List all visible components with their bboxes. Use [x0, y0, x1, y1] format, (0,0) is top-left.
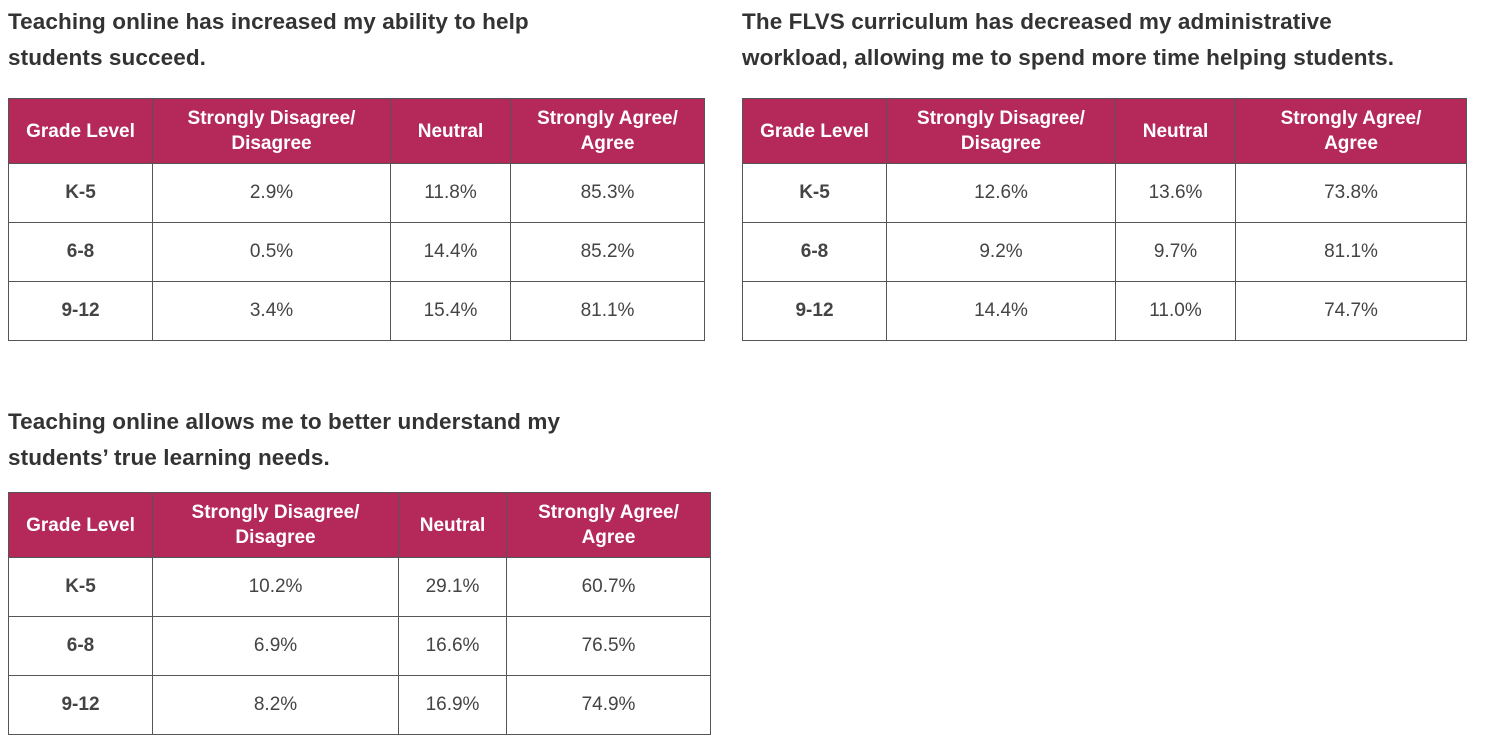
agree-cell: 81.1% — [1235, 222, 1467, 282]
disagree-cell: 6.9% — [152, 616, 399, 676]
header-neutral: Neutral — [390, 98, 511, 164]
title-line: The FLVS curriculum has decreased my adm… — [742, 9, 1332, 34]
table-row: 9-12 3.4% 15.4% 81.1% — [8, 281, 705, 341]
grade-cell: 6-8 — [742, 222, 887, 282]
header-row: Grade Level Strongly Disagree/Disagree N… — [8, 492, 711, 558]
table-title: Teaching online has increased my ability… — [8, 4, 704, 76]
grade-cell: 6-8 — [8, 222, 153, 282]
table-title: Teaching online allows me to better unde… — [8, 404, 710, 476]
title-line: students’ true learning needs. — [8, 445, 330, 470]
neutral-cell: 16.6% — [398, 616, 507, 676]
neutral-cell: 29.1% — [398, 557, 507, 617]
agree-cell: 85.2% — [510, 222, 705, 282]
table-row: K-5 12.6% 13.6% 73.8% — [742, 163, 1467, 223]
header-agree: Strongly Agree/Agree — [1235, 98, 1467, 164]
header-row: Grade Level Strongly Disagree/Disagree N… — [742, 98, 1467, 164]
header-neutral: Neutral — [1115, 98, 1236, 164]
neutral-cell: 16.9% — [398, 675, 507, 735]
agree-cell: 81.1% — [510, 281, 705, 341]
agree-cell: 73.8% — [1235, 163, 1467, 223]
disagree-cell: 3.4% — [152, 281, 391, 341]
survey-table: Grade Level Strongly Disagree/Disagree N… — [8, 98, 705, 341]
title-line: students succeed. — [8, 45, 207, 70]
disagree-cell: 10.2% — [152, 557, 399, 617]
neutral-cell: 14.4% — [390, 222, 511, 282]
header-agree: Strongly Agree/Agree — [506, 492, 711, 558]
table-title: The FLVS curriculum has decreased my adm… — [742, 4, 1466, 76]
agree-cell: 85.3% — [510, 163, 705, 223]
title-line: workload, allowing me to spend more time… — [742, 45, 1395, 70]
grade-cell: 9-12 — [8, 675, 153, 735]
agree-cell: 60.7% — [506, 557, 711, 617]
disagree-cell: 12.6% — [886, 163, 1116, 223]
header-grade-level: Grade Level — [8, 492, 153, 558]
survey-table: Grade Level Strongly Disagree/Disagree N… — [742, 98, 1467, 341]
table-row: 9-12 8.2% 16.9% 74.9% — [8, 675, 711, 735]
header-row: Grade Level Strongly Disagree/Disagree N… — [8, 98, 705, 164]
header-neutral: Neutral — [398, 492, 507, 558]
disagree-cell: 8.2% — [152, 675, 399, 735]
agree-cell: 74.9% — [506, 675, 711, 735]
table-row: 6-8 0.5% 14.4% 85.2% — [8, 222, 705, 282]
grade-cell: K-5 — [8, 557, 153, 617]
header-disagree: Strongly Disagree/Disagree — [152, 492, 399, 558]
disagree-cell: 2.9% — [152, 163, 391, 223]
grade-cell: K-5 — [8, 163, 153, 223]
disagree-cell: 0.5% — [152, 222, 391, 282]
header-grade-level: Grade Level — [742, 98, 887, 164]
survey-table: Grade Level Strongly Disagree/Disagree N… — [8, 492, 711, 735]
agree-cell: 76.5% — [506, 616, 711, 676]
disagree-cell: 9.2% — [886, 222, 1116, 282]
grade-cell: 6-8 — [8, 616, 153, 676]
survey-block-learning-needs: Teaching online allows me to better unde… — [8, 404, 711, 735]
neutral-cell: 15.4% — [390, 281, 511, 341]
survey-block-workload: The FLVS curriculum has decreased my adm… — [742, 4, 1467, 341]
title-line: Teaching online allows me to better unde… — [8, 409, 561, 434]
survey-block-ability: Teaching online has increased my ability… — [8, 4, 705, 341]
agree-cell: 74.7% — [1235, 281, 1467, 341]
disagree-cell: 14.4% — [886, 281, 1116, 341]
title-line: Teaching online has increased my ability… — [8, 9, 529, 34]
neutral-cell: 13.6% — [1115, 163, 1236, 223]
table-row: 6-8 6.9% 16.6% 76.5% — [8, 616, 711, 676]
neutral-cell: 11.0% — [1115, 281, 1236, 341]
table-row: K-5 2.9% 11.8% 85.3% — [8, 163, 705, 223]
header-disagree: Strongly Disagree/Disagree — [152, 98, 391, 164]
header-grade-level: Grade Level — [8, 98, 153, 164]
table-row: K-5 10.2% 29.1% 60.7% — [8, 557, 711, 617]
neutral-cell: 9.7% — [1115, 222, 1236, 282]
grade-cell: 9-12 — [742, 281, 887, 341]
table-row: 9-12 14.4% 11.0% 74.7% — [742, 281, 1467, 341]
neutral-cell: 11.8% — [390, 163, 511, 223]
grade-cell: 9-12 — [8, 281, 153, 341]
header-agree: Strongly Agree/Agree — [510, 98, 705, 164]
grade-cell: K-5 — [742, 163, 887, 223]
table-row: 6-8 9.2% 9.7% 81.1% — [742, 222, 1467, 282]
header-disagree: Strongly Disagree/Disagree — [886, 98, 1116, 164]
